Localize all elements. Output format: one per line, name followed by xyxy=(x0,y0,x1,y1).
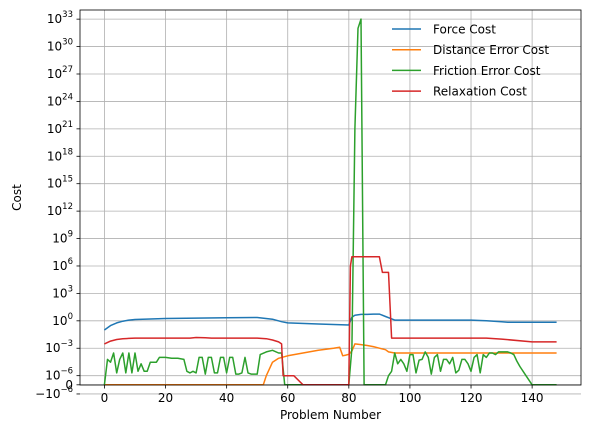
y-tick-label: 109 xyxy=(52,230,73,246)
x-tick-label: 80 xyxy=(341,391,356,405)
force-costline xyxy=(103,313,557,331)
y-tick-label: 1021 xyxy=(47,120,73,136)
x-tick-label: 20 xyxy=(158,391,173,405)
y-tick-label: 1012 xyxy=(47,202,73,218)
y-axis-label: Cost xyxy=(10,184,24,211)
y-tick-label: 1030 xyxy=(47,38,73,54)
x-tick-label: 120 xyxy=(460,391,483,405)
y-tick-label: 1018 xyxy=(47,147,73,163)
distance-error-costline xyxy=(104,343,557,386)
x-tick-label: 0 xyxy=(101,391,109,405)
y-tick-label: 10−6 xyxy=(45,367,73,383)
x-axis-label: Problem Number xyxy=(280,408,381,422)
y-tick-label: 103 xyxy=(52,284,73,300)
force-cost-legend-label: Force Cost xyxy=(433,23,496,37)
x-tick-label: 100 xyxy=(398,391,421,405)
y-tick-label: 10−3 xyxy=(45,339,73,355)
x-tick-label: 40 xyxy=(219,391,234,405)
relaxation-costline xyxy=(104,256,557,386)
x-tick-label: 140 xyxy=(521,391,544,405)
y-tick-label: 1033 xyxy=(47,10,73,26)
x-axis-ticks: 0 20 40 60 80 100 120 140 xyxy=(101,385,544,405)
y-tick-label: 1024 xyxy=(47,92,73,108)
distance-error-cost-legend-label: Distance Error Cost xyxy=(433,43,549,57)
x-tick-label: 60 xyxy=(280,391,295,405)
plot-frame xyxy=(79,9,582,386)
legend: Force Cost Distance Error Cost Friction Er… xyxy=(392,23,549,99)
y-tick-label: 1015 xyxy=(47,175,73,191)
friction-error-cost-legend-label: Friction Error Cost xyxy=(433,64,541,78)
relaxation-cost-legend-label: Relaxation Cost xyxy=(433,85,527,99)
y-tick-label: 100 xyxy=(52,312,73,328)
grid-lines xyxy=(80,10,581,395)
y-tick-label: 1027 xyxy=(47,65,73,81)
y-tick-label: 106 xyxy=(52,257,73,273)
y-tick-label: 0 xyxy=(65,378,73,392)
y-tick-label: −10−6 xyxy=(35,385,73,401)
